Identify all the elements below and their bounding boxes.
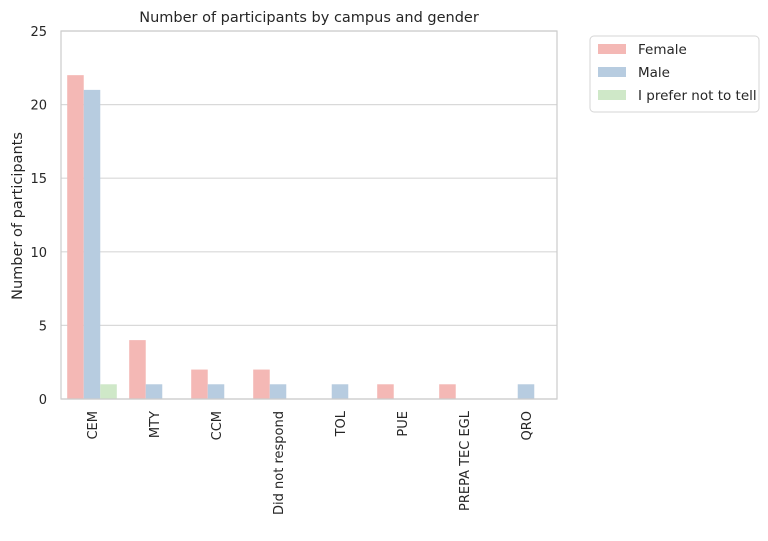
y-ticks: 0 5 10 15 20 25 [30, 25, 47, 408]
bar [439, 384, 456, 399]
x-tick-label: Did not respond [272, 411, 287, 515]
x-tick-label: TOL [334, 410, 349, 437]
bar [67, 75, 84, 399]
y-tick-label: 15 [30, 172, 47, 187]
y-tick-label: 10 [30, 246, 47, 261]
x-tick-label: MTY [148, 411, 163, 438]
x-tick-label: CEM [86, 411, 101, 440]
bar [207, 384, 225, 399]
legend-swatch [598, 90, 626, 100]
bar [129, 340, 146, 399]
y-tick-label: 0 [39, 393, 47, 408]
bar [83, 89, 101, 399]
bar [377, 384, 394, 399]
legend-swatch [598, 44, 626, 54]
legend: Female Male I prefer not to tell [589, 35, 760, 113]
bar [100, 384, 117, 399]
legend-label: I prefer not to tell [638, 88, 757, 104]
bars [67, 75, 535, 399]
legend-label: Male [638, 65, 670, 81]
y-tick-label: 25 [30, 25, 47, 40]
bar [191, 369, 208, 399]
x-tick-label: QRO [520, 411, 535, 441]
legend-box [589, 35, 760, 113]
x-tick-label: PREPA TEC EGL [458, 410, 473, 511]
bar [331, 384, 349, 399]
x-tick-label: CCM [210, 411, 225, 440]
legend-label: Female [638, 42, 687, 58]
y-tick-label: 20 [30, 99, 47, 114]
chart-title: Number of participants by campus and gen… [139, 10, 479, 26]
plot-frame [60, 30, 558, 400]
x-tick-label: PUE [396, 411, 411, 437]
plot-border [60, 30, 558, 400]
legend-swatch [598, 67, 626, 77]
y-axis-label: Number of participants [10, 132, 26, 300]
bar [145, 384, 163, 399]
x-ticks: CEM MTY CCM Did not respond TOL PUE PREPA TEC … [86, 410, 535, 515]
bar [517, 384, 535, 399]
y-tick-label: 5 [39, 319, 47, 334]
bar [253, 369, 270, 399]
bar [269, 384, 287, 399]
